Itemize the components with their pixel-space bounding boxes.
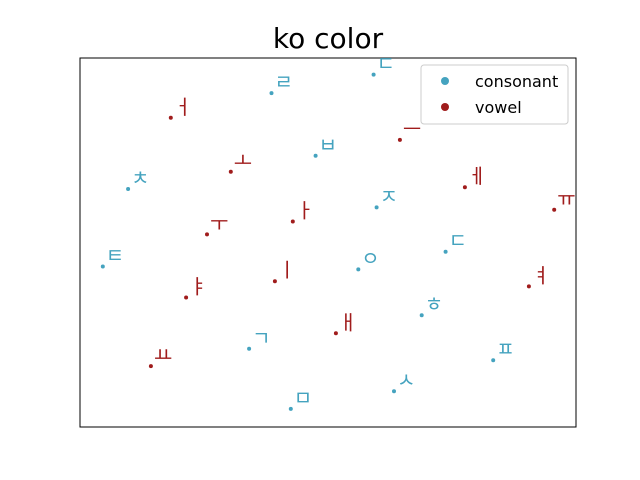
consonant-point bbox=[269, 91, 274, 96]
vowel-point bbox=[205, 232, 209, 237]
consonant-point-label: ㄷ bbox=[449, 229, 467, 253]
consonant-point bbox=[247, 346, 252, 351]
legend-marker-vowel bbox=[441, 103, 449, 111]
consonant-point-label: ㅂ bbox=[319, 133, 337, 157]
consonant-point-label: ㅈ bbox=[380, 184, 398, 208]
vowel-point bbox=[526, 284, 531, 289]
consonant-point-label: ㅇ bbox=[361, 246, 379, 270]
consonant-point-label: ㅅ bbox=[397, 368, 415, 392]
consonant-point bbox=[443, 249, 448, 254]
vowel-point bbox=[397, 137, 402, 142]
vowel-point bbox=[290, 219, 295, 224]
vowel-point bbox=[552, 207, 557, 212]
legend-label-vowel: vowel bbox=[475, 98, 522, 117]
consonant-point bbox=[356, 267, 361, 272]
consonant-point bbox=[371, 72, 376, 77]
vowel-point bbox=[272, 279, 277, 284]
vowel-point bbox=[168, 115, 173, 120]
consonant-point bbox=[419, 313, 424, 318]
consonant-point bbox=[100, 264, 105, 269]
legend: consonant vowel bbox=[420, 64, 569, 125]
consonant-point-label: ㅎ bbox=[425, 292, 443, 316]
consonant-point bbox=[374, 205, 379, 210]
legend-frame bbox=[420, 64, 569, 125]
vowel-point-label: ㅣ bbox=[278, 258, 296, 282]
vowel-point-label: ㅕ bbox=[532, 263, 550, 287]
vowel-point-label: ㅑ bbox=[189, 275, 207, 299]
consonant-point-label: ㅊ bbox=[131, 166, 149, 190]
consonant-point-label: ㅁ bbox=[294, 386, 312, 410]
vowel-point-label: ㅗ bbox=[234, 149, 252, 173]
consonant-point bbox=[491, 358, 496, 363]
vowel-point bbox=[148, 364, 153, 369]
vowel-point-label: ㅠ bbox=[557, 187, 575, 211]
vowel-point-label: ㅓ bbox=[174, 95, 192, 119]
legend-label-consonant: consonant bbox=[475, 72, 558, 91]
consonant-point-label: ㅌ bbox=[106, 244, 124, 268]
vowel-point-label: ㅐ bbox=[339, 310, 357, 334]
chart-title: ko color bbox=[273, 22, 384, 55]
consonant-point-label: ㄱ bbox=[252, 326, 270, 350]
vowel-point bbox=[184, 295, 189, 300]
consonant-point bbox=[288, 406, 293, 411]
consonant-point bbox=[126, 187, 131, 191]
vowel-point bbox=[228, 169, 233, 174]
consonant-point bbox=[313, 153, 318, 158]
legend-marker-consonant bbox=[441, 77, 449, 85]
vowel-point-label: ㅔ bbox=[468, 164, 486, 188]
consonant-point-label: ㄷ bbox=[377, 52, 395, 76]
vowel-point-label: ㅛ bbox=[154, 343, 172, 367]
consonant-point-label: ㅍ bbox=[496, 337, 514, 361]
vowel-point bbox=[333, 331, 338, 336]
vowel-point bbox=[462, 185, 467, 190]
vowel-point-label: ㅜ bbox=[210, 211, 228, 235]
consonant-point bbox=[392, 389, 396, 394]
vowel-point-label: ㅡ bbox=[403, 117, 421, 141]
vowel-point-label: ㅏ bbox=[296, 199, 314, 223]
consonant-point-label: ㄹ bbox=[275, 70, 293, 94]
